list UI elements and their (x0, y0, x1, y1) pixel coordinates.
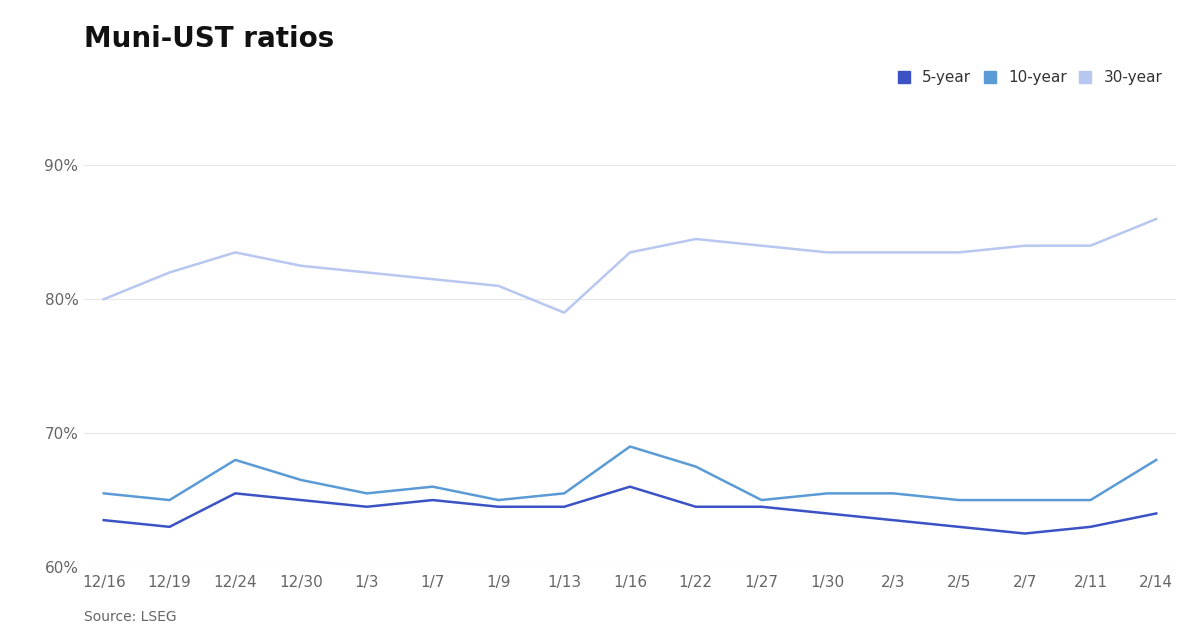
30-year (820, 249, 834, 256)
30-year (755, 242, 769, 249)
5-year (1150, 510, 1164, 517)
30-year (1084, 242, 1098, 249)
10-year (623, 443, 637, 450)
5-year (294, 496, 308, 504)
5-year (1084, 523, 1098, 530)
30-year (228, 249, 242, 256)
30-year (952, 249, 966, 256)
10-year (557, 490, 571, 497)
10-year (886, 490, 900, 497)
5-year (952, 523, 966, 530)
10-year (1084, 496, 1098, 504)
Line: 30-year: 30-year (103, 219, 1157, 312)
30-year (557, 309, 571, 316)
30-year (491, 282, 505, 290)
10-year (755, 496, 769, 504)
Line: 5-year: 5-year (103, 487, 1157, 534)
10-year (491, 496, 505, 504)
5-year (1018, 530, 1032, 537)
Text: Source: LSEG: Source: LSEG (84, 610, 176, 624)
10-year (96, 490, 110, 497)
30-year (294, 262, 308, 270)
30-year (96, 295, 110, 303)
5-year (360, 503, 374, 510)
30-year (360, 268, 374, 276)
5-year (96, 517, 110, 524)
30-year (1018, 242, 1032, 249)
10-year (162, 496, 176, 504)
Legend: 5-year, 10-year, 30-year: 5-year, 10-year, 30-year (892, 64, 1169, 91)
5-year (228, 490, 242, 497)
5-year (820, 510, 834, 517)
5-year (623, 483, 637, 491)
30-year (623, 249, 637, 256)
5-year (162, 523, 176, 530)
30-year (426, 275, 440, 283)
10-year (294, 476, 308, 484)
5-year (755, 503, 769, 510)
30-year (1150, 215, 1164, 223)
Text: Muni-UST ratios: Muni-UST ratios (84, 25, 335, 53)
10-year (952, 496, 966, 504)
10-year (689, 463, 703, 471)
10-year (1018, 496, 1032, 504)
30-year (162, 268, 176, 276)
5-year (886, 517, 900, 524)
5-year (426, 496, 440, 504)
10-year (360, 490, 374, 497)
10-year (1150, 456, 1164, 464)
30-year (689, 235, 703, 243)
10-year (228, 456, 242, 464)
5-year (689, 503, 703, 510)
5-year (557, 503, 571, 510)
10-year (426, 483, 440, 491)
10-year (820, 490, 834, 497)
5-year (491, 503, 505, 510)
30-year (886, 249, 900, 256)
Line: 10-year: 10-year (103, 447, 1157, 500)
